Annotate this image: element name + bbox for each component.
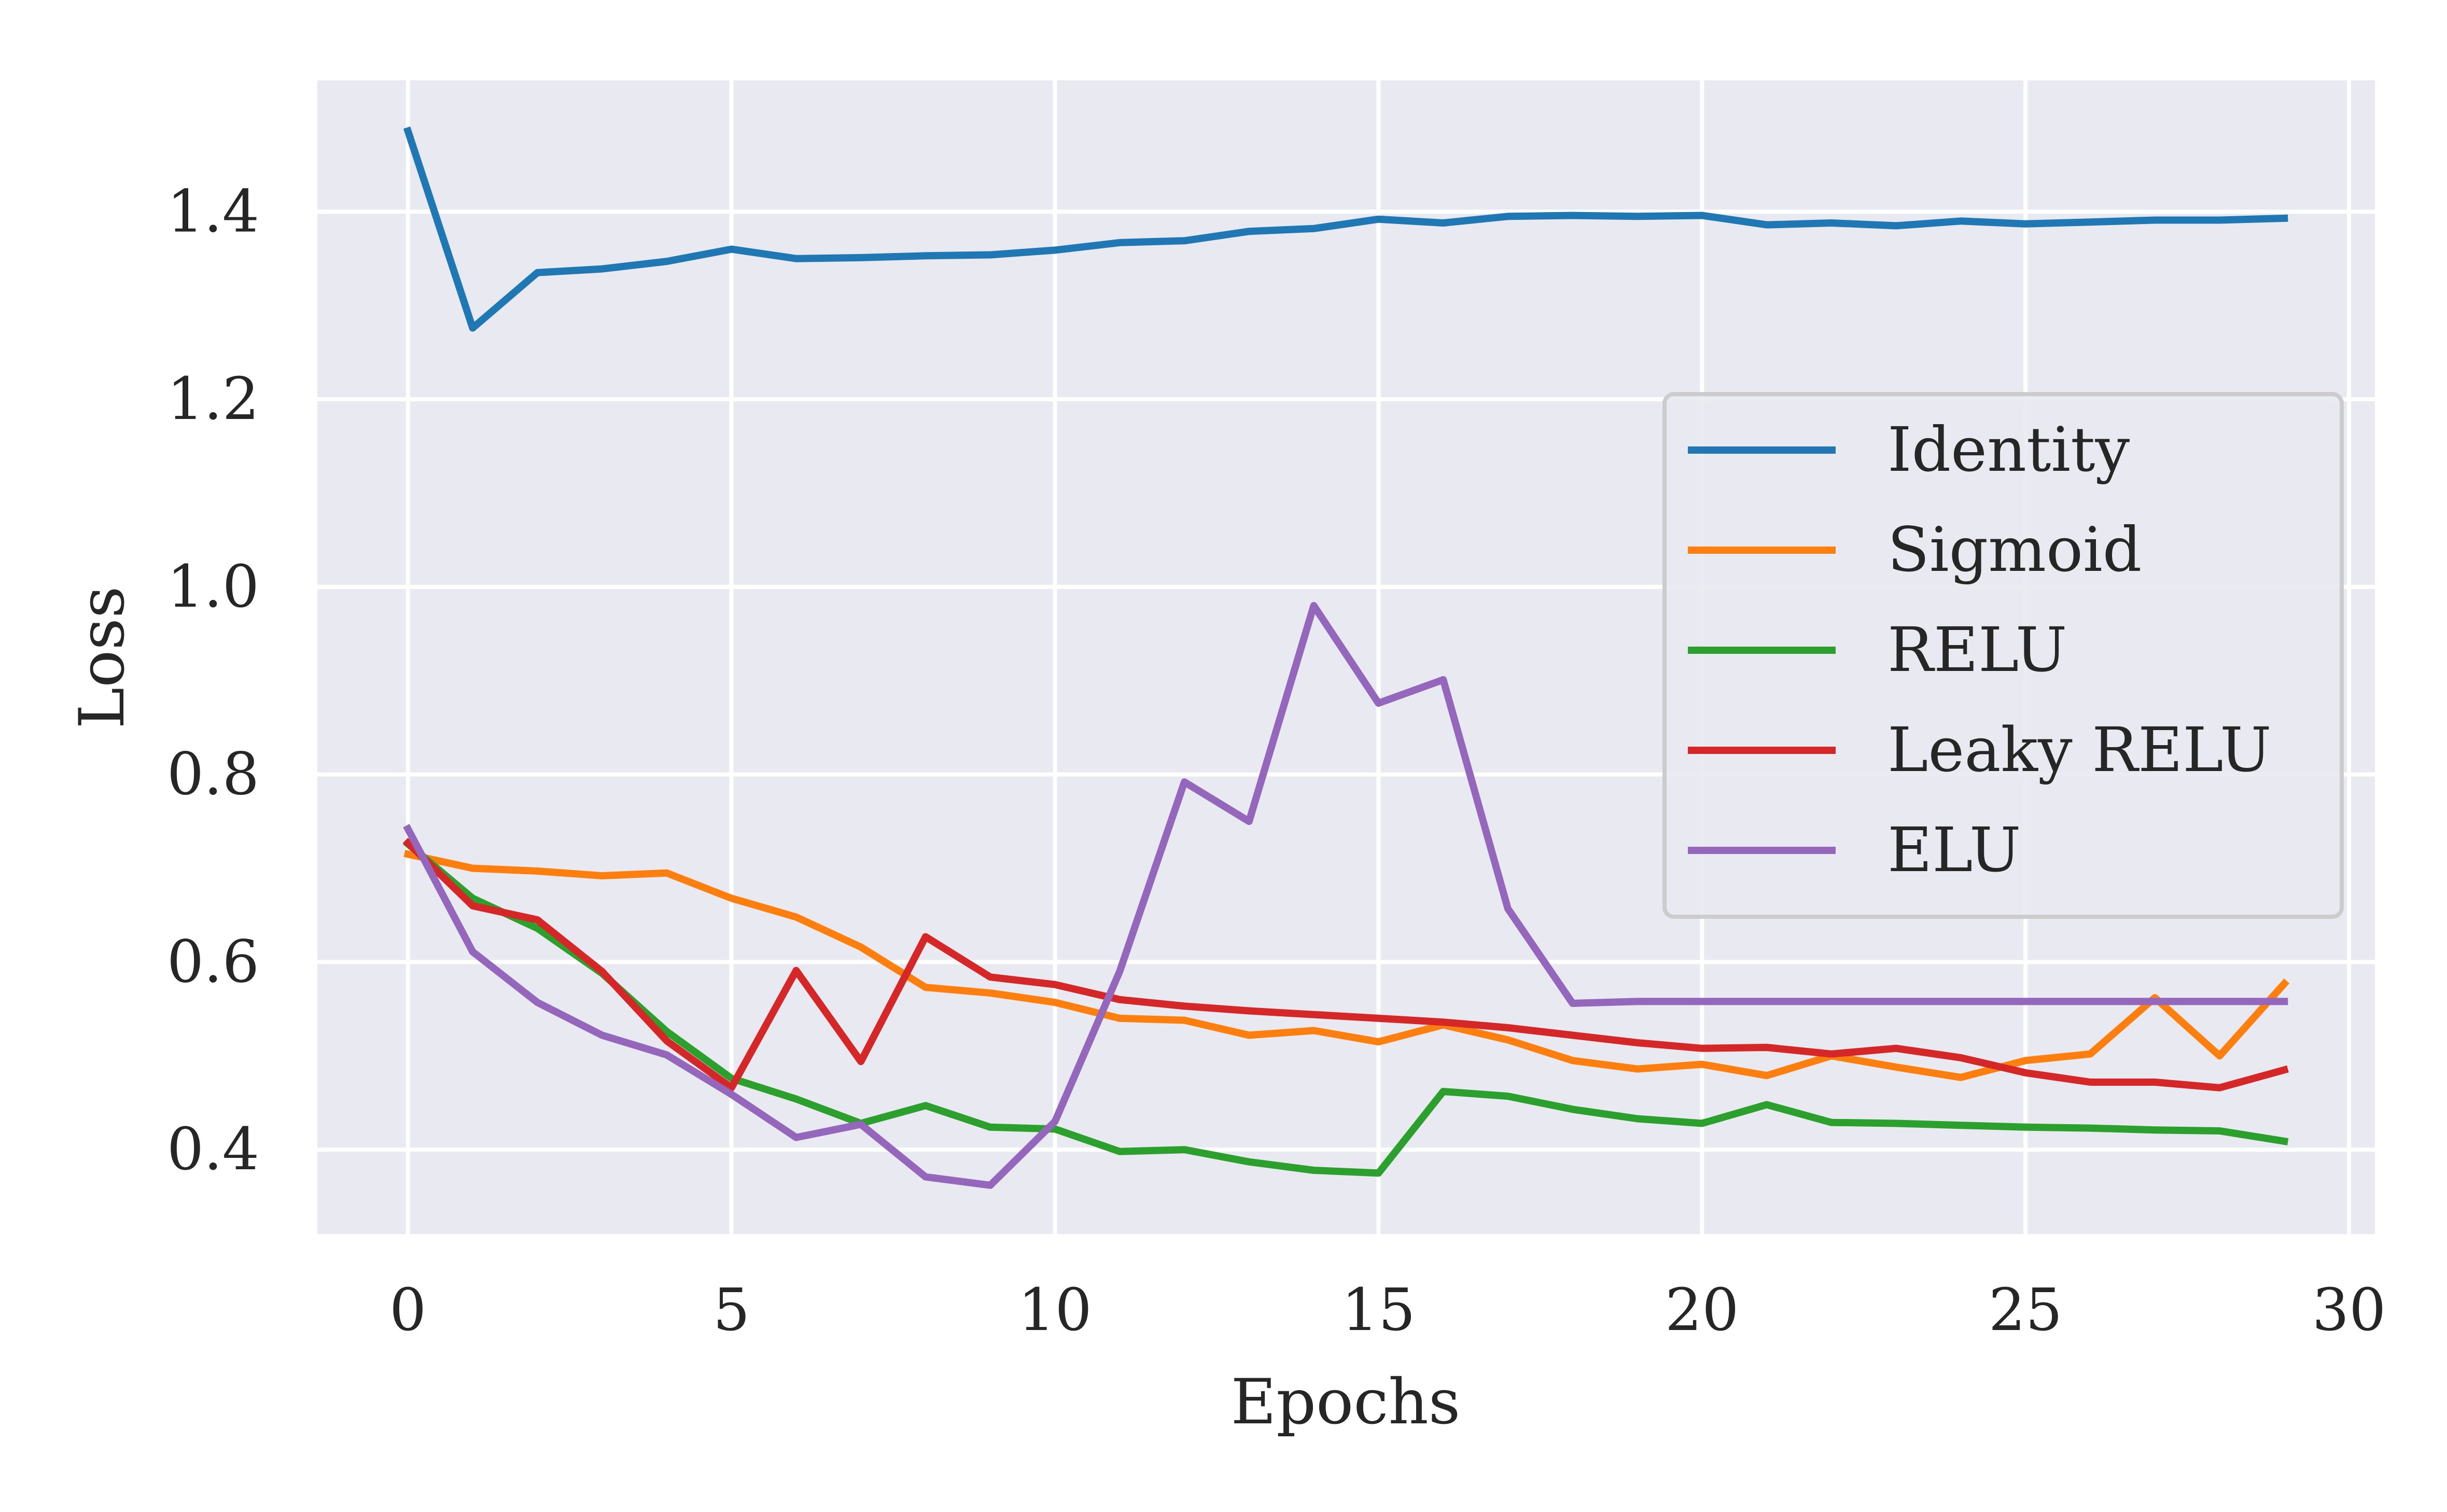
y-tick-label: 0.8 xyxy=(167,741,259,808)
legend-box xyxy=(1662,392,2344,919)
x-tick-label: 0 xyxy=(389,1277,426,1344)
y-tick-label: 0.4 xyxy=(167,1116,259,1183)
legend-label-identity: Identity xyxy=(1887,414,2130,485)
series-line-elu xyxy=(403,602,2288,1189)
x-tick-label: 30 xyxy=(2312,1277,2386,1344)
y-axis-label: Loss xyxy=(66,586,138,729)
y-tick-label: 1.4 xyxy=(167,178,259,245)
legend-label-leaky-relu: Leaky RELU xyxy=(1887,714,2272,786)
series-line-relu xyxy=(402,838,2289,1177)
x-tick-label: 5 xyxy=(713,1277,750,1344)
y-tick-label: 1.2 xyxy=(167,366,259,433)
legend-label-elu: ELU xyxy=(1887,814,2021,886)
legend-label-sigmoid: Sigmoid xyxy=(1887,514,2142,585)
legend-label-relu: RELU xyxy=(1887,614,2067,685)
x-tick-labels: 0 5 10 15 20 25 30 xyxy=(389,1277,2386,1344)
y-tick-labels: 0.4 0.6 0.8 1.0 1.2 1.4 xyxy=(167,178,259,1183)
y-tick-label: 0.6 xyxy=(167,928,259,996)
y-tick-label: 1.0 xyxy=(167,553,259,621)
series-lines xyxy=(402,126,2290,1189)
series-line-sigmoid xyxy=(403,850,2290,1081)
series-line-identity xyxy=(403,126,2288,332)
x-tick-label: 10 xyxy=(1018,1277,1092,1344)
legend: Identity Sigmoid RELU Leaky RELU ELU xyxy=(1662,392,2344,919)
series-line-leaky-relu xyxy=(402,837,2289,1091)
x-tick-label: 20 xyxy=(1665,1277,1739,1344)
x-tick-label: 25 xyxy=(1989,1277,2063,1344)
x-tick-label: 15 xyxy=(1341,1277,1416,1344)
x-axis-label: Epochs xyxy=(1231,1366,1461,1438)
